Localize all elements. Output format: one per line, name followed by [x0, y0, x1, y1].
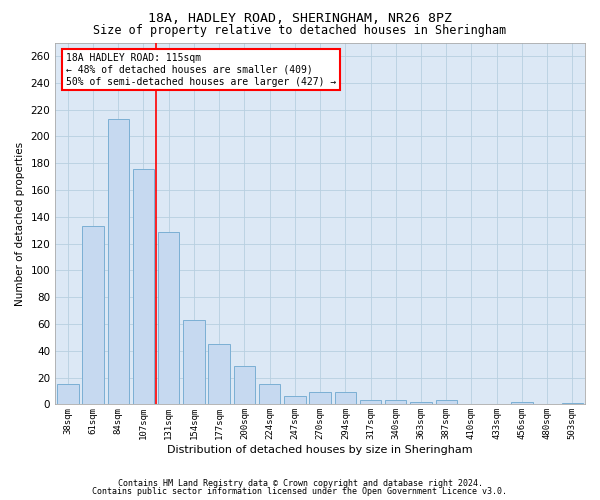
Text: Contains public sector information licensed under the Open Government Licence v3: Contains public sector information licen… [92, 487, 508, 496]
Text: Contains HM Land Registry data © Crown copyright and database right 2024.: Contains HM Land Registry data © Crown c… [118, 478, 482, 488]
Bar [436, 400, 457, 404]
X-axis label: Distribution of detached houses by size in Sheringham: Distribution of detached houses by size … [167, 445, 473, 455]
Text: Size of property relative to detached houses in Sheringham: Size of property relative to detached ho… [94, 24, 506, 37]
Bar [133, 168, 154, 404]
Bar [183, 320, 205, 404]
Bar [511, 402, 533, 404]
Bar [410, 402, 432, 404]
Bar [360, 400, 381, 404]
Bar [233, 366, 255, 405]
Bar [259, 384, 280, 404]
Bar [562, 403, 583, 404]
Bar [208, 344, 230, 405]
Text: 18A HADLEY ROAD: 115sqm
← 48% of detached houses are smaller (409)
50% of semi-d: 18A HADLEY ROAD: 115sqm ← 48% of detache… [66, 54, 336, 86]
Bar [158, 232, 179, 404]
Text: 18A, HADLEY ROAD, SHERINGHAM, NR26 8PZ: 18A, HADLEY ROAD, SHERINGHAM, NR26 8PZ [148, 12, 452, 26]
Bar [57, 384, 79, 404]
Bar [310, 392, 331, 404]
Bar [385, 400, 406, 404]
Bar [335, 392, 356, 404]
Y-axis label: Number of detached properties: Number of detached properties [15, 142, 25, 306]
Bar [107, 119, 129, 405]
Bar [82, 226, 104, 404]
Bar [284, 396, 305, 404]
